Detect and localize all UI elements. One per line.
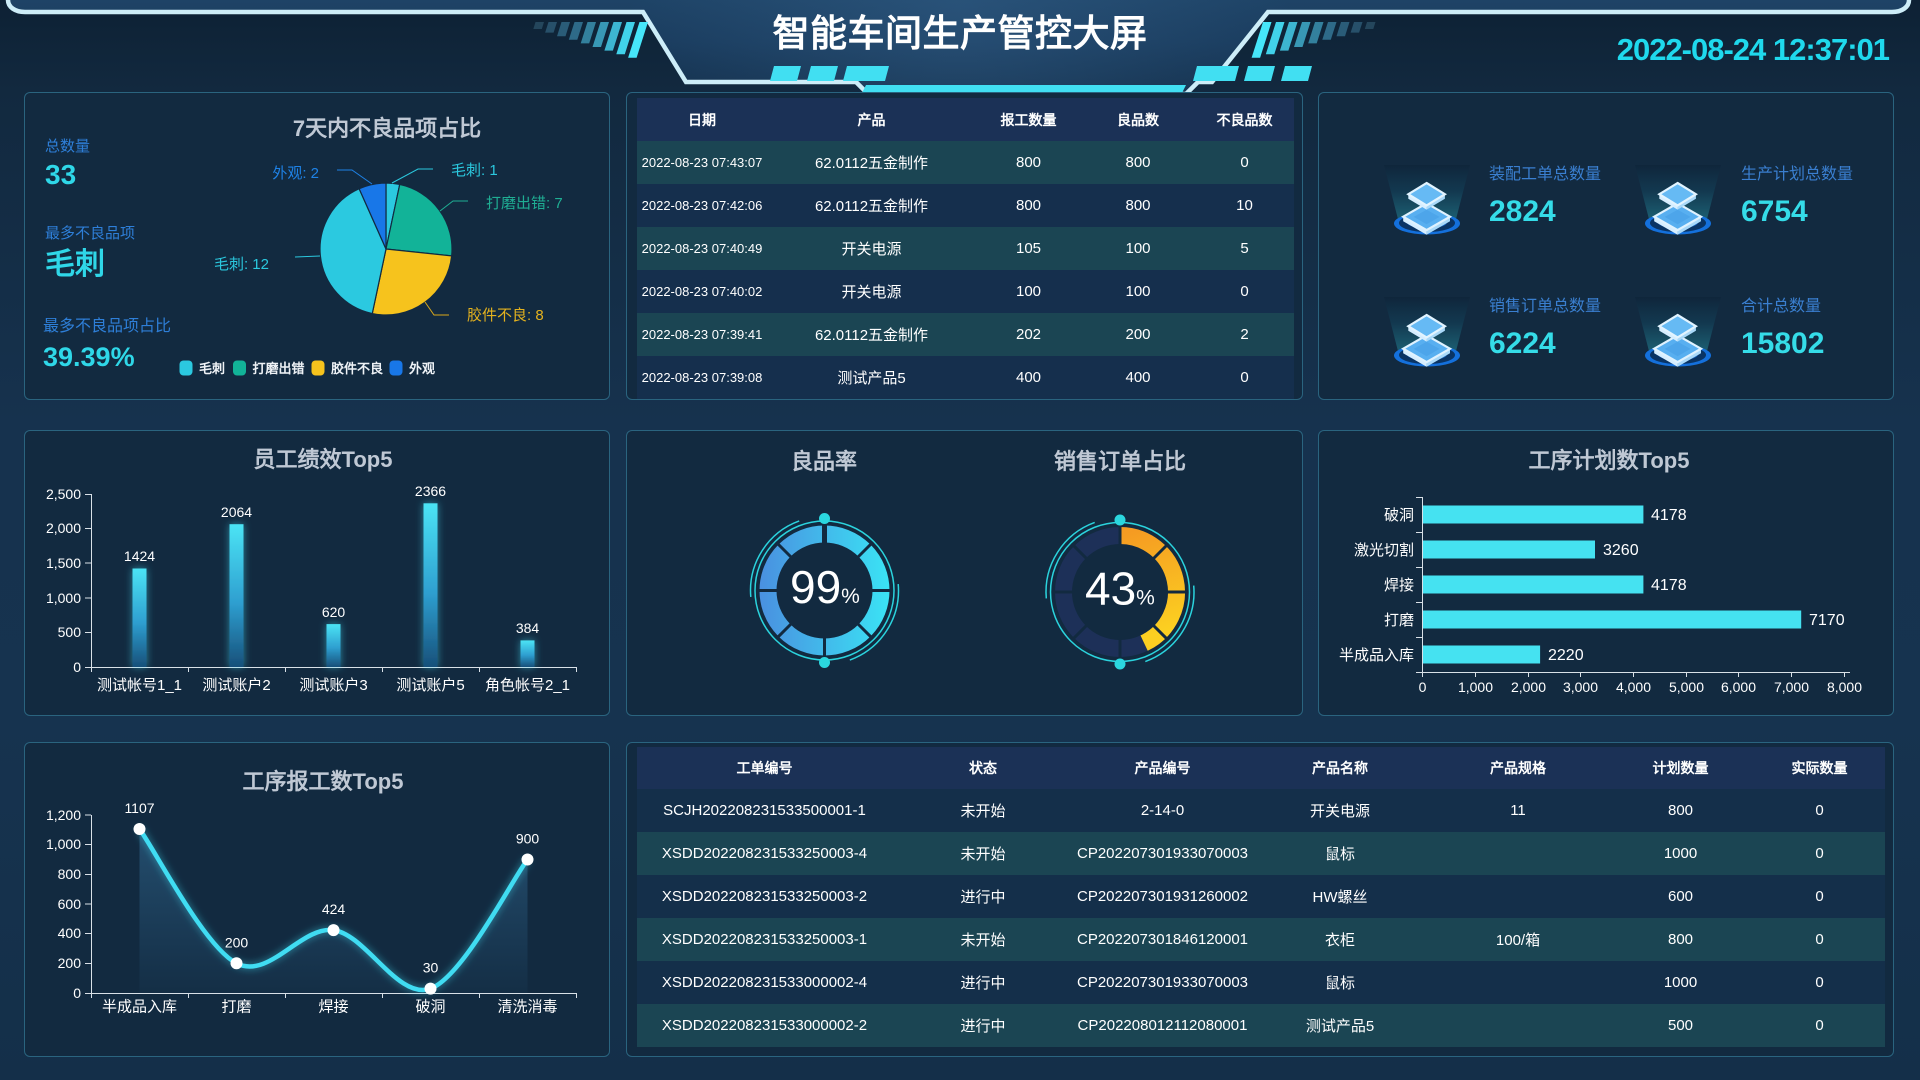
svg-text:外观: 外观 <box>408 361 435 376</box>
svg-text:1,000: 1,000 <box>46 836 81 852</box>
svg-text:1424: 1424 <box>124 548 155 564</box>
svg-text:工序报工数Top5: 工序报工数Top5 <box>243 769 404 794</box>
svg-text:2064: 2064 <box>221 504 252 520</box>
svg-text:2220: 2220 <box>1548 647 1584 664</box>
svg-text:2824: 2824 <box>1489 195 1556 228</box>
svg-text:1,000: 1,000 <box>46 590 81 606</box>
svg-text:毛刺: 12: 毛刺: 12 <box>214 256 269 273</box>
svg-text:测试账户3: 测试账户3 <box>299 677 367 694</box>
svg-text:0: 0 <box>1419 679 1427 695</box>
svg-text:6754: 6754 <box>1741 195 1808 228</box>
svg-text:生产计划总数量: 生产计划总数量 <box>1741 165 1853 183</box>
svg-text:工序计划数Top5: 工序计划数Top5 <box>1529 448 1690 473</box>
svg-text:620: 620 <box>322 604 346 620</box>
svg-text:200: 200 <box>58 955 82 971</box>
svg-text:激光切割: 激光切割 <box>1354 542 1414 559</box>
svg-text:7天内不良品项占比: 7天内不良品项占比 <box>293 116 481 141</box>
svg-text:2366: 2366 <box>415 483 446 499</box>
svg-text:外观: 2: 外观: 2 <box>272 165 319 182</box>
svg-text:总数量: 总数量 <box>45 138 90 155</box>
svg-text:0: 0 <box>73 659 81 675</box>
svg-text:打磨: 打磨 <box>1384 612 1414 629</box>
svg-text:3260: 3260 <box>1603 542 1639 559</box>
svg-text:胶件不良: 8: 胶件不良: 8 <box>467 307 544 324</box>
svg-text:智能车间生产管控大屏: 智能车间生产管控大屏 <box>773 13 1148 54</box>
svg-text:焊接: 焊接 <box>1384 577 1414 594</box>
svg-text:装配工单总数量: 装配工单总数量 <box>1489 165 1601 183</box>
svg-text:焊接: 焊接 <box>318 999 348 1016</box>
svg-text:清洗消毒: 清洗消毒 <box>497 999 557 1016</box>
svg-text:6,000: 6,000 <box>1721 679 1756 695</box>
svg-text:打磨出错: 打磨出错 <box>253 361 305 376</box>
svg-text:2,000: 2,000 <box>1511 679 1546 695</box>
svg-text:员工绩效Top5: 员工绩效Top5 <box>254 447 393 472</box>
svg-text:0: 0 <box>73 985 81 1001</box>
svg-text:打磨出错: 7: 打磨出错: 7 <box>486 195 563 212</box>
svg-text:半成品入库: 半成品入库 <box>1339 647 1414 664</box>
svg-text:200: 200 <box>225 934 249 950</box>
svg-text:1,000: 1,000 <box>1458 679 1493 695</box>
svg-text:毛刺: 毛刺 <box>199 361 225 376</box>
svg-text:测试账户2: 测试账户2 <box>202 677 270 694</box>
svg-text:400: 400 <box>58 925 82 941</box>
svg-text:毛刺: 毛刺 <box>45 248 105 281</box>
svg-text:384: 384 <box>516 620 540 636</box>
svg-text:销售订单占比: 销售订单占比 <box>1054 449 1186 474</box>
svg-text:半成品入库: 半成品入库 <box>102 999 177 1016</box>
svg-text:900: 900 <box>516 831 540 847</box>
svg-text:424: 424 <box>322 901 346 917</box>
svg-text:4178: 4178 <box>1651 577 1687 594</box>
svg-text:8,000: 8,000 <box>1827 679 1862 695</box>
svg-text:800: 800 <box>58 866 82 882</box>
svg-text:最多不良品项占比: 最多不良品项占比 <box>43 317 171 335</box>
svg-text:33: 33 <box>45 159 76 190</box>
svg-text:合计总数量: 合计总数量 <box>1741 297 1821 315</box>
svg-text:43%: 43% <box>1085 563 1155 615</box>
svg-text:测试帐号1_1: 测试帐号1_1 <box>97 677 182 694</box>
svg-text:4178: 4178 <box>1651 507 1687 524</box>
svg-text:7170: 7170 <box>1809 612 1845 629</box>
svg-text:5,000: 5,000 <box>1669 679 1704 695</box>
svg-text:7,000: 7,000 <box>1774 679 1809 695</box>
svg-text:最多不良品项: 最多不良品项 <box>45 225 135 242</box>
svg-text:30: 30 <box>423 960 439 976</box>
svg-text:99%: 99% <box>790 561 860 613</box>
svg-text:15802: 15802 <box>1741 327 1824 360</box>
svg-text:1107: 1107 <box>124 800 154 816</box>
svg-text:2022-08-24 12:37:01: 2022-08-24 12:37:01 <box>1617 32 1890 67</box>
svg-text:打磨: 打磨 <box>221 999 251 1016</box>
svg-text:破洞: 破洞 <box>1384 507 1414 524</box>
svg-text:1,500: 1,500 <box>46 555 81 571</box>
svg-text:1,200: 1,200 <box>46 807 81 823</box>
svg-text:胶件不良: 胶件不良 <box>331 361 383 376</box>
svg-text:600: 600 <box>58 896 82 912</box>
svg-text:4,000: 4,000 <box>1616 679 1651 695</box>
svg-text:销售订单总数量: 销售订单总数量 <box>1489 297 1601 315</box>
svg-text:良品率: 良品率 <box>791 449 857 474</box>
svg-text:2,500: 2,500 <box>46 486 81 502</box>
svg-text:2,000: 2,000 <box>46 520 81 536</box>
svg-text:39.39%: 39.39% <box>43 342 135 372</box>
svg-text:6224: 6224 <box>1489 327 1556 360</box>
svg-text:3,000: 3,000 <box>1563 679 1598 695</box>
svg-text:500: 500 <box>58 624 82 640</box>
svg-text:破洞: 破洞 <box>415 999 445 1016</box>
svg-text:毛刺: 1: 毛刺: 1 <box>451 162 498 179</box>
svg-text:角色帐号2_1: 角色帐号2_1 <box>485 677 570 694</box>
svg-text:测试账户5: 测试账户5 <box>396 677 464 694</box>
